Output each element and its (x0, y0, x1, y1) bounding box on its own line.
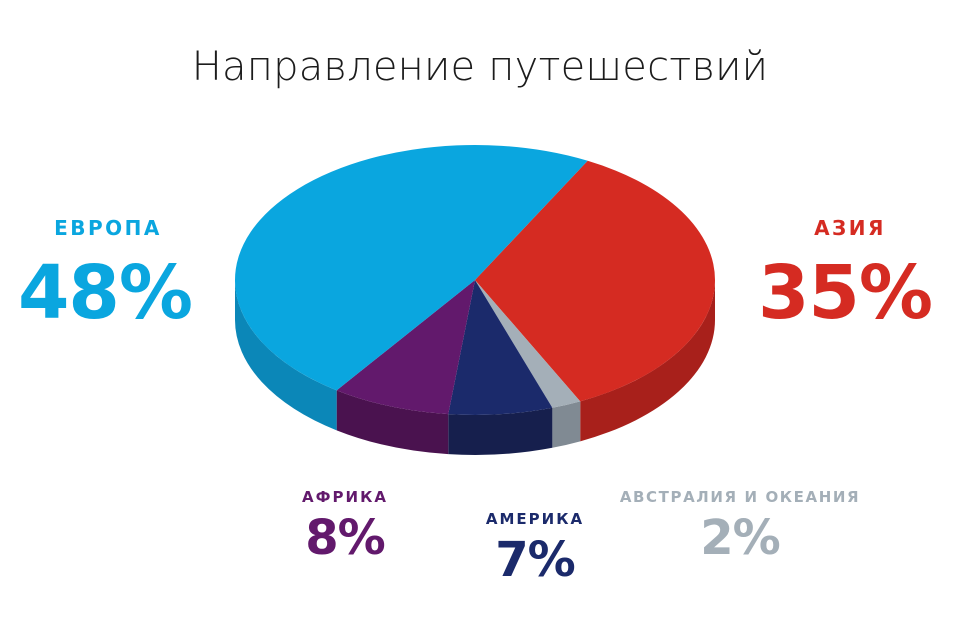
pie-side-europe (235, 280, 337, 431)
pie-side-walls (235, 280, 715, 455)
data-label-asia: 35% (757, 250, 933, 336)
pie-slice-africa (336, 280, 475, 415)
legend-label-europe: ЕВРОПА (54, 216, 162, 240)
pie-top (234, 144, 715, 415)
pie-slice-australia (475, 280, 581, 408)
data-label-america: 7% (495, 532, 576, 588)
data-label-africa: 8% (305, 510, 386, 566)
pie-slice-america (448, 280, 553, 415)
legend-label-australia: АВСТРАЛИЯ И ОКЕАНИЯ (619, 488, 861, 506)
data-label-australia: 2% (700, 510, 781, 566)
pie-side-asia (580, 280, 715, 442)
data-label-europe: 48% (17, 250, 193, 336)
legend-label-asia: АЗИЯ (814, 216, 886, 240)
pie-side-africa (336, 390, 449, 455)
chart-title: Направление путешествий (191, 44, 769, 90)
pie-side-america (448, 407, 553, 455)
pie-slice-asia (475, 160, 715, 402)
pie-slice-europe (234, 144, 588, 391)
pie-side-australia (552, 401, 581, 448)
legend-label-america: АМЕРИКА (485, 510, 585, 528)
legend-label-africa: АФРИКА (302, 488, 388, 506)
